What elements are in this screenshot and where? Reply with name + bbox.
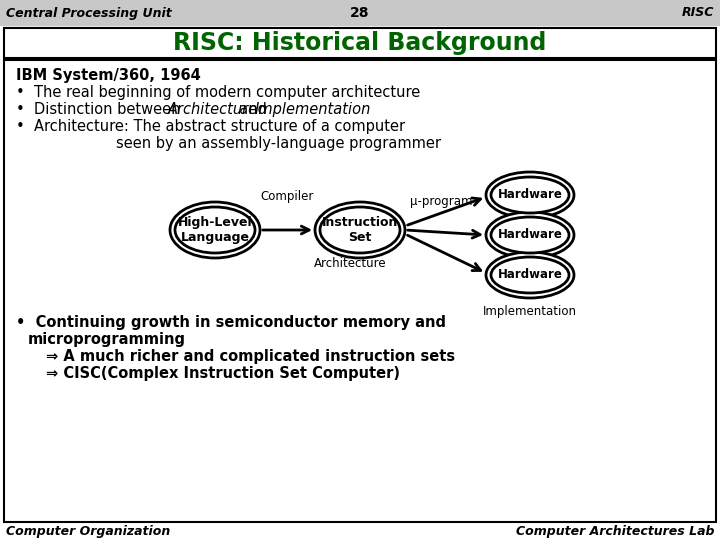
- Ellipse shape: [486, 252, 574, 298]
- Ellipse shape: [320, 207, 400, 253]
- Text: •  Distinction between: • Distinction between: [16, 102, 185, 117]
- Ellipse shape: [486, 172, 574, 218]
- Text: Compiler: Compiler: [261, 190, 314, 203]
- Text: High-Level
Language: High-Level Language: [178, 216, 252, 244]
- Text: Instruction
Set: Instruction Set: [322, 216, 398, 244]
- Text: •  The real beginning of modern computer architecture: • The real beginning of modern computer …: [16, 85, 420, 100]
- Ellipse shape: [170, 202, 260, 258]
- Text: ⇒ A much richer and complicated instruction sets: ⇒ A much richer and complicated instruct…: [46, 349, 455, 364]
- Text: 28: 28: [350, 6, 370, 20]
- Text: RISC: RISC: [682, 6, 714, 19]
- Text: Hardware: Hardware: [498, 268, 562, 281]
- FancyBboxPatch shape: [4, 60, 716, 522]
- Text: and: and: [230, 102, 271, 117]
- Ellipse shape: [315, 202, 405, 258]
- Text: Implementation: Implementation: [483, 305, 577, 318]
- Text: Implementation: Implementation: [255, 102, 372, 117]
- Text: Computer Organization: Computer Organization: [6, 524, 170, 537]
- FancyBboxPatch shape: [4, 28, 716, 58]
- Text: RISC: Historical Background: RISC: Historical Background: [174, 31, 546, 55]
- Text: Hardware: Hardware: [498, 228, 562, 241]
- Text: μ-program: μ-program: [410, 195, 472, 208]
- Text: Architecture: Architecture: [314, 257, 387, 270]
- Bar: [0, 0, 720, 25]
- Text: •  Continuing growth in semiconductor memory and: • Continuing growth in semiconductor mem…: [16, 315, 446, 330]
- Text: Central Processing Unit: Central Processing Unit: [6, 6, 172, 19]
- Text: Hardware: Hardware: [498, 188, 562, 201]
- Text: ⇒ CISC(Complex Instruction Set Computer): ⇒ CISC(Complex Instruction Set Computer): [46, 366, 400, 381]
- Ellipse shape: [491, 217, 569, 253]
- Text: Computer Architectures Lab: Computer Architectures Lab: [516, 524, 714, 537]
- Ellipse shape: [486, 212, 574, 258]
- Ellipse shape: [175, 207, 255, 253]
- Ellipse shape: [491, 177, 569, 213]
- Text: seen by an assembly-language programmer: seen by an assembly-language programmer: [116, 136, 441, 151]
- Text: Architecture: Architecture: [168, 102, 258, 117]
- Text: •  Architecture: The abstract structure of a computer: • Architecture: The abstract structure o…: [16, 119, 405, 134]
- Text: IBM System/360, 1964: IBM System/360, 1964: [16, 68, 201, 83]
- Ellipse shape: [491, 257, 569, 293]
- Text: microprogramming: microprogramming: [28, 332, 186, 347]
